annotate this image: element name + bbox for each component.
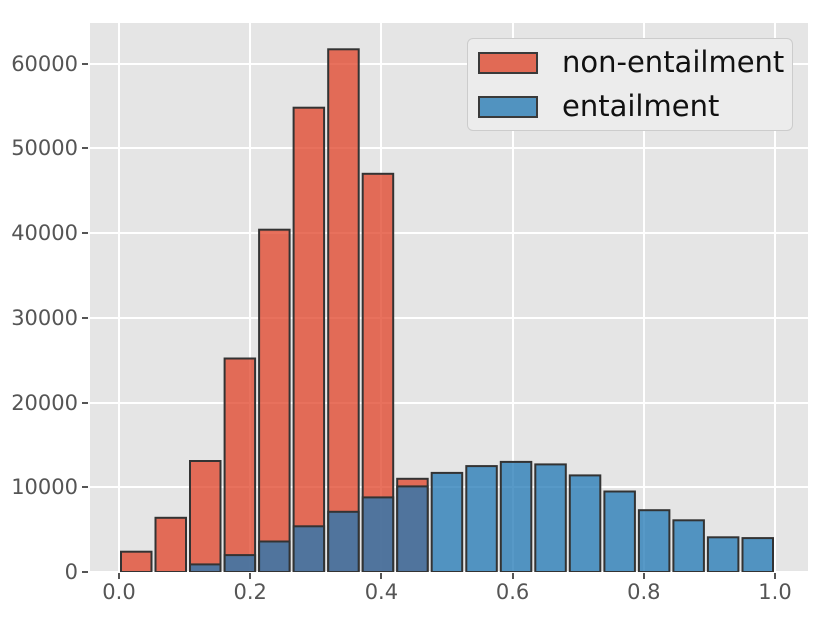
bar-entailment <box>603 490 636 572</box>
y-tick-mark <box>82 486 88 489</box>
x-tick-mark <box>774 573 776 579</box>
legend: non-entailment entailment <box>467 38 793 131</box>
y-tick-label: 40000 <box>11 221 78 246</box>
bar-entailment <box>189 563 222 572</box>
x-tick-label: 0.8 <box>627 580 661 604</box>
bar-non-entailment <box>189 460 222 572</box>
legend-item-non-entailment: non-entailment <box>478 42 792 84</box>
y-tick-mark <box>82 62 88 65</box>
bar-entailment <box>568 474 602 572</box>
horizontal-gridline <box>90 316 808 319</box>
x-tick-mark <box>642 573 645 579</box>
y-tick-label: 30000 <box>11 305 78 330</box>
bar-entailment <box>292 525 326 572</box>
bar-entailment <box>534 463 567 572</box>
bar-entailment <box>327 510 360 572</box>
bar-non-entailment <box>154 516 187 572</box>
y-tick-mark <box>82 316 88 319</box>
x-tick-mark <box>249 573 252 579</box>
histogram-bars <box>120 48 774 572</box>
bar-non-entailment <box>292 106 326 572</box>
bar-non-entailment <box>327 48 360 572</box>
horizontal-gridline <box>90 401 808 404</box>
bar-entailment <box>741 537 774 572</box>
x-tick-mark <box>511 573 514 579</box>
bar-entailment <box>637 509 671 572</box>
legend-item-entailment: entailment <box>478 86 792 128</box>
y-tick-label: 10000 <box>11 475 78 500</box>
vertical-gridline <box>117 23 120 572</box>
vertical-gridline <box>249 23 252 572</box>
bar-entailment <box>361 496 395 572</box>
bar-non-entailment <box>258 228 291 572</box>
y-tick-mark <box>82 147 88 150</box>
bar-entailment <box>430 471 464 572</box>
y-tick-mark <box>82 571 88 573</box>
series-non-entailment <box>120 48 429 572</box>
bar-entailment <box>465 465 498 572</box>
bar-entailment <box>499 460 533 572</box>
legend-swatch-blue <box>478 95 538 118</box>
horizontal-gridline <box>90 232 808 235</box>
bar-non-entailment <box>223 357 257 572</box>
x-tick-mark <box>117 573 120 579</box>
x-tick-label: 0.6 <box>495 580 530 604</box>
series-entailment <box>189 460 774 572</box>
y-tick-label: 60000 <box>11 51 78 76</box>
horizontal-gridline <box>90 147 808 150</box>
x-tick-label: 0.2 <box>233 580 267 604</box>
bar-entailment <box>706 536 740 572</box>
y-tick-label: 0 <box>64 560 78 584</box>
horizontal-gridline <box>90 571 808 573</box>
x-tick-label: 1.0 <box>758 580 792 604</box>
y-tick-mark <box>82 401 88 404</box>
legend-label: non-entailment <box>562 45 785 79</box>
y-tick-label: 20000 <box>11 390 78 415</box>
legend-swatch-red <box>478 51 538 74</box>
bar-entailment <box>223 554 257 572</box>
x-tick-label: 0.0 <box>102 580 136 604</box>
bar-entailment <box>672 519 705 572</box>
legend-label: entailment <box>562 89 720 123</box>
y-tick-mark <box>82 232 88 235</box>
vertical-gridline <box>511 23 514 572</box>
bar-entailment <box>396 485 429 572</box>
horizontal-gridline <box>90 62 808 65</box>
x-tick-label: 0.4 <box>364 580 399 604</box>
vertical-gridline <box>774 23 776 572</box>
bar-non-entailment <box>120 550 153 572</box>
y-tick-label: 50000 <box>11 136 78 161</box>
vertical-gridline <box>642 23 645 572</box>
x-tick-mark <box>380 573 383 579</box>
bar-entailment <box>258 540 291 572</box>
